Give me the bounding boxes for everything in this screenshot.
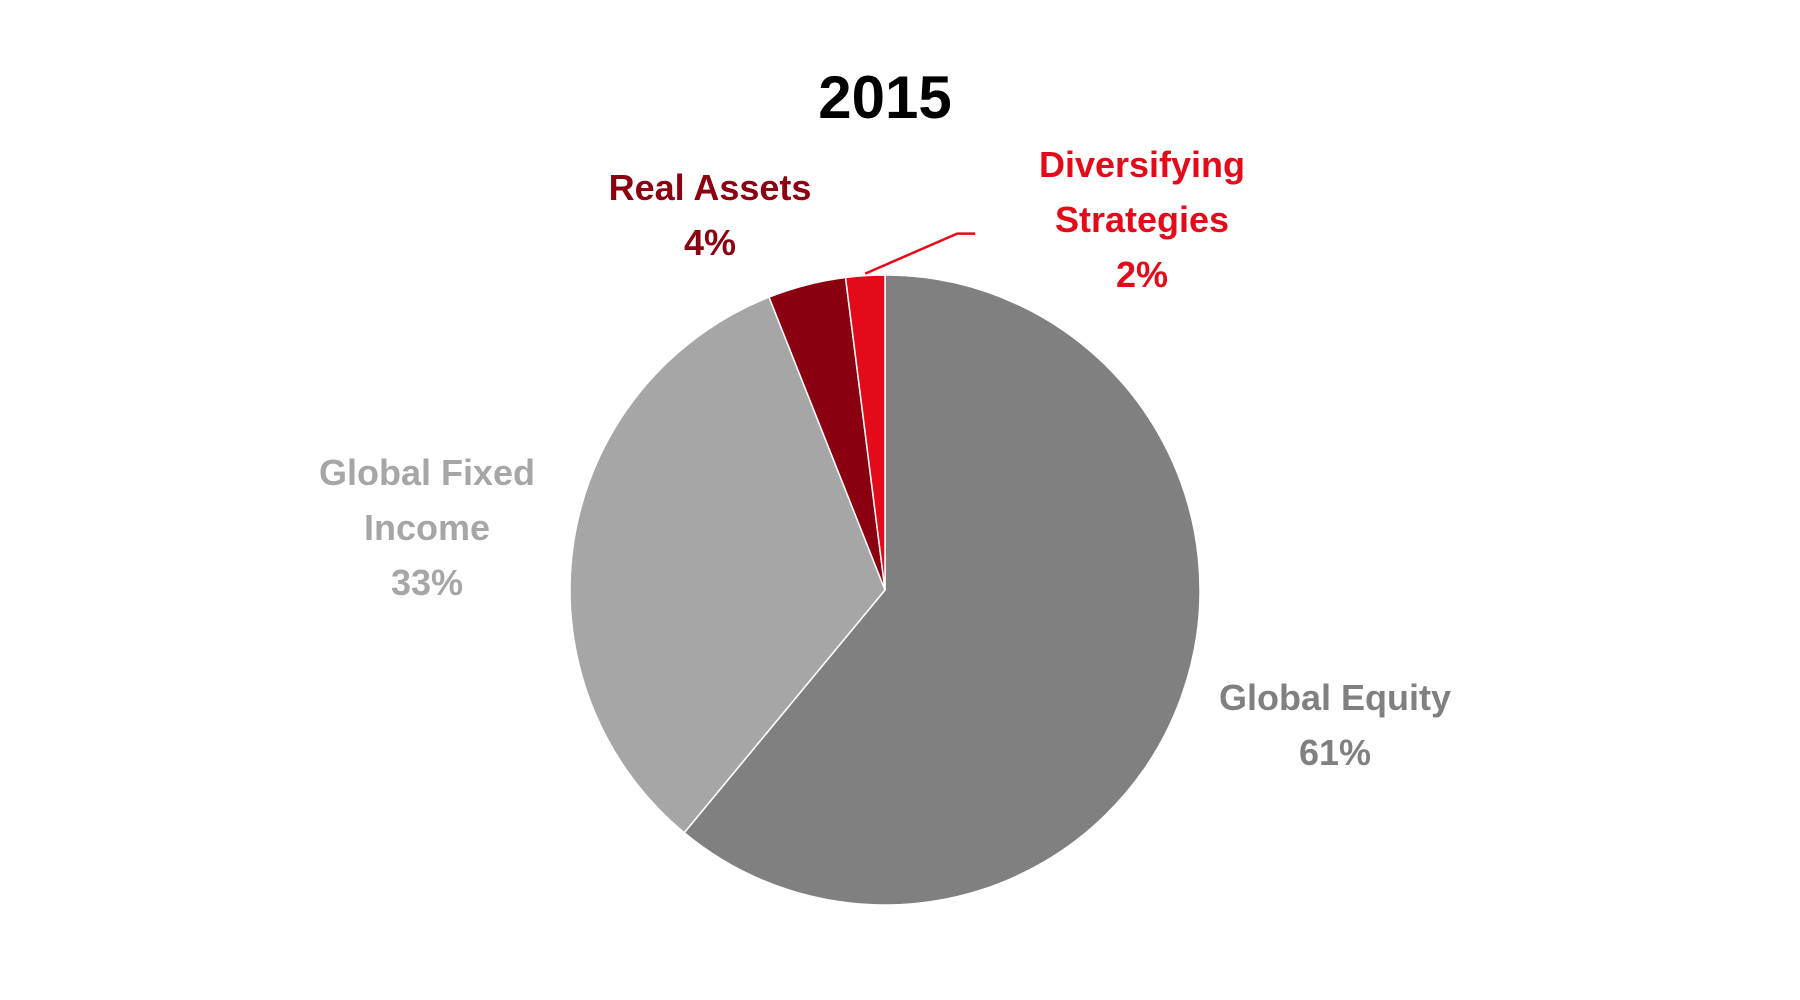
slice-label-4: Diversifying Strategies 2% [1039,144,1245,295]
slice-label-3-line-2: 4% [684,222,736,263]
slice-label-2-line-1: Global Fixed [319,452,535,493]
slice-label-1: Global Equity 61% [1219,677,1451,773]
pie-slices [569,274,1201,906]
slice-label-3: Real Assets 4% [609,167,812,263]
slice-label-4-line-2: Strategies [1055,199,1229,240]
leader-lines [864,232,976,275]
pie-slice-4 [844,274,886,591]
slice-labels: Global Equity 61% Global Fixed Income 33% Rea… [319,144,1451,773]
slice-label-2-line-3: 33% [391,562,463,603]
slice-label-4-line-3: 2% [1116,254,1168,295]
slice-label-4-line-1: Diversifying [1039,144,1245,185]
leader-line-4 [864,232,976,275]
slice-label-2-line-2: Income [364,507,490,548]
chart-title: 2015 [818,64,951,131]
pie-slice-1 [683,274,1201,906]
pie-slice-2 [569,296,886,834]
slice-label-3-line-1: Real Assets [609,167,812,208]
slice-label-1-line-2: 61% [1299,732,1371,773]
slice-label-1-line-1: Global Equity [1219,677,1451,718]
slice-label-2: Global Fixed Income 33% [319,452,535,603]
